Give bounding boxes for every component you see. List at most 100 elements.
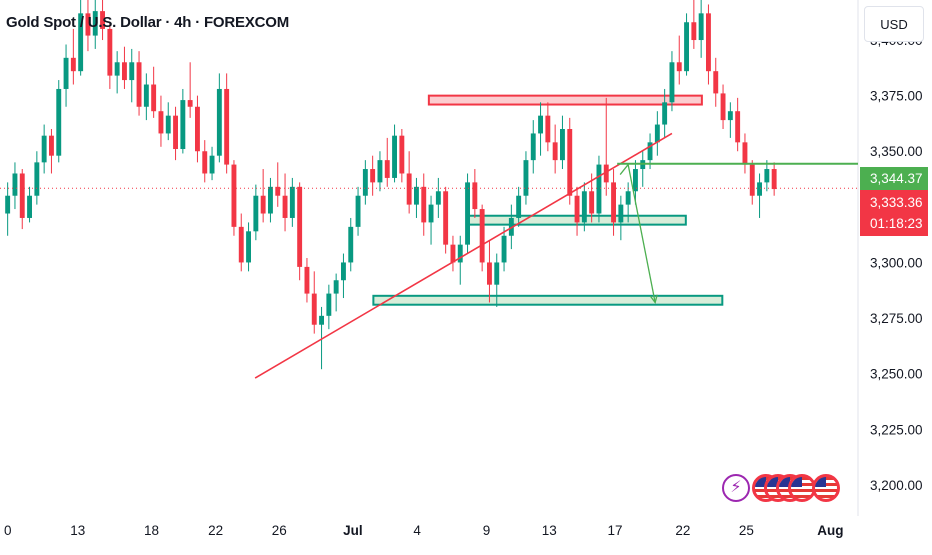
y-tick-label: 3,275.00 (870, 311, 923, 326)
candle-body (530, 133, 536, 161)
candle-body (684, 22, 689, 72)
candle-body (618, 204, 624, 223)
candle-body (114, 62, 120, 76)
y-tick-label: 3,375.00 (870, 89, 923, 104)
candle-body (742, 142, 748, 165)
candle-body (698, 13, 704, 41)
x-tick-label: Jul (343, 523, 363, 538)
candle-body (333, 280, 339, 294)
candle-body (662, 102, 668, 125)
x-tick-label: 4 (413, 523, 421, 538)
currency-selector[interactable]: USD (864, 6, 924, 42)
x-tick-label: Aug (817, 523, 843, 538)
candle-body (195, 106, 200, 152)
candle-body (538, 115, 543, 134)
candle-body (34, 162, 40, 196)
candle-body (428, 204, 434, 223)
candle-body (311, 293, 317, 325)
y-tick-label: 3,300.00 (870, 255, 923, 270)
candle-body (5, 195, 11, 214)
candle-body (231, 164, 237, 227)
candle-body (691, 22, 697, 41)
candle-body (713, 71, 719, 94)
projection-arrowhead (649, 294, 658, 304)
support-zone (372, 294, 724, 306)
candle-body (406, 173, 412, 205)
candle-body (224, 88, 230, 165)
candle-body (487, 262, 492, 285)
candle-body (472, 182, 478, 210)
candle-body (574, 195, 580, 223)
x-tick-label: 18 (144, 523, 159, 538)
candle-body (377, 160, 383, 183)
candle-body (552, 142, 558, 161)
candle-body (414, 186, 419, 205)
candle-body (56, 88, 62, 156)
x-tick-label: 26 (272, 523, 287, 538)
last-price-tag: 3,333.36 01:18:23 (860, 190, 928, 236)
candle-body (764, 169, 770, 183)
candle-body (399, 135, 405, 174)
candle-body (435, 191, 441, 205)
candle-body (523, 160, 529, 196)
candle-body (727, 111, 733, 121)
candle-body (545, 115, 551, 143)
us-flag-icon[interactable] (812, 474, 840, 502)
candle-body (70, 57, 76, 72)
candle-body (457, 244, 463, 263)
candle-body (304, 266, 310, 294)
candle-body (253, 195, 259, 232)
candle-body (41, 135, 47, 163)
candle-body (165, 115, 171, 134)
candle-body (494, 262, 500, 285)
candle-body (78, 13, 84, 72)
candle-body (85, 13, 91, 36)
candle-body (348, 226, 354, 263)
candle-body (596, 164, 602, 214)
candle-body (275, 186, 281, 196)
x-tick-label: 22 (208, 523, 223, 538)
candle-body (384, 160, 390, 178)
candle-body (319, 315, 324, 325)
candle-body (19, 173, 25, 218)
candle-body (49, 135, 54, 156)
candle-body (289, 186, 295, 218)
candle-body (706, 13, 711, 72)
candle-body (720, 93, 726, 121)
y-tick-label: 3,350.00 (870, 144, 923, 159)
candle-body (370, 169, 376, 183)
candle-body (282, 195, 288, 218)
candle-body (27, 195, 32, 218)
x-tick-label: 13 (542, 523, 557, 538)
candle-body (355, 195, 361, 227)
projection-segment (619, 164, 629, 175)
lightning-icon[interactable]: ⚡ (722, 474, 750, 502)
candle-body (625, 191, 631, 205)
candle-body (238, 226, 244, 263)
candle-body (122, 62, 127, 81)
candle-body (100, 11, 105, 29)
candle-body (581, 191, 587, 223)
candle-body (749, 164, 755, 196)
candle-body (107, 28, 113, 76)
candle-body (268, 186, 273, 214)
candle-body (151, 84, 157, 112)
candle-body (326, 293, 332, 316)
y-tick-label: 3,200.00 (870, 478, 923, 493)
x-tick-label: 17 (607, 523, 622, 538)
candle-body (450, 244, 456, 263)
candle-body (501, 235, 507, 263)
bar-countdown: 01:18:23 (870, 216, 923, 231)
candle-body (560, 129, 565, 161)
candle-body (341, 262, 346, 281)
symbol-title: Gold Spot / U.S. Dollar · 4h · FOREXCOM (6, 14, 290, 31)
candle-body (633, 169, 638, 192)
resistance-zone (427, 94, 703, 106)
candle-body (209, 155, 215, 174)
candle-body (516, 195, 522, 218)
candle-body (465, 182, 470, 245)
candle-body (479, 209, 485, 263)
x-tick-label: 25 (739, 523, 754, 538)
